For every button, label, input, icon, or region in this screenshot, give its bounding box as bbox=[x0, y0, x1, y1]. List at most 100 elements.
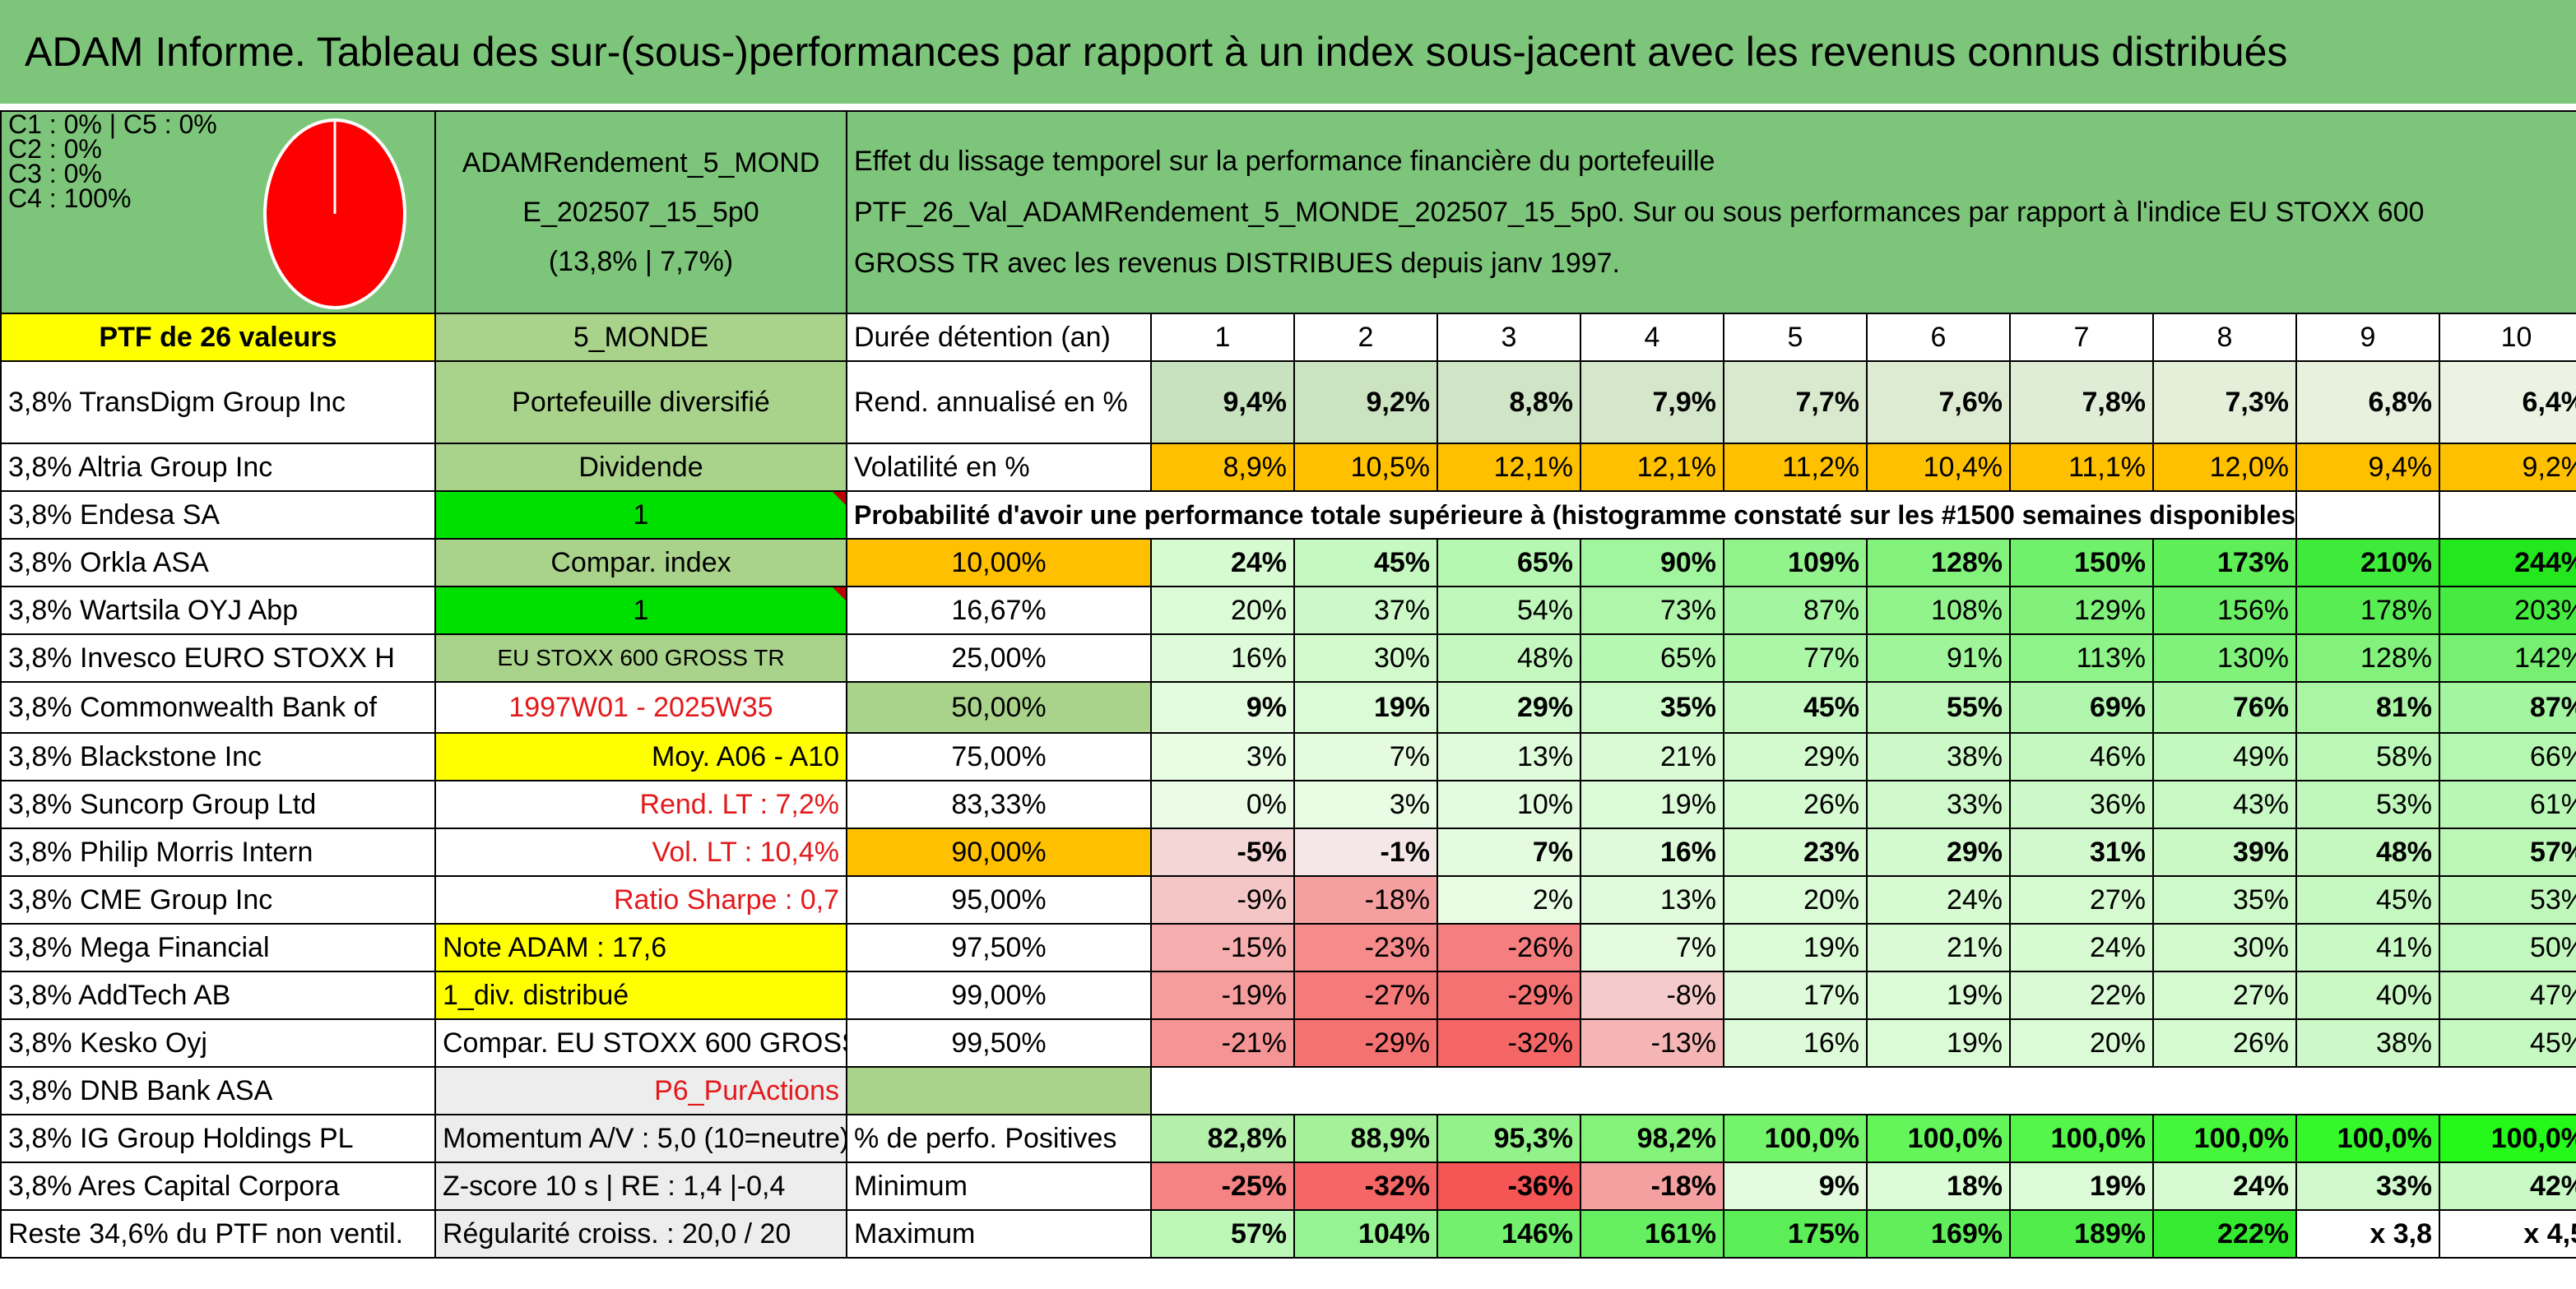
quantile-value: 36% bbox=[2009, 780, 2154, 829]
quantile-value: 20% bbox=[2009, 1018, 2154, 1068]
quantile-value: 27% bbox=[2009, 875, 2154, 925]
quantile-value: 37% bbox=[1293, 586, 1438, 635]
max-value: 169% bbox=[1866, 1209, 2011, 1259]
table-row: 3,8% IG Group Holdings PL Momentum A/V : … bbox=[0, 1114, 2576, 1163]
fund-name-cell: ADAMRendement_5_MOND E_202507_15_5p0 (13,8… bbox=[434, 110, 847, 314]
quantile-value: 29% bbox=[1866, 828, 2011, 877]
quantile-value: 19% bbox=[1293, 681, 1438, 734]
pos-value: 100,0% bbox=[2009, 1114, 2154, 1163]
portfolio-info: Dividende bbox=[434, 443, 847, 492]
vol-value: 12,1% bbox=[1437, 443, 1581, 492]
table-row: 3,8% TransDigm Group Inc Portefeuille div… bbox=[0, 360, 2576, 444]
quantile-value: 113% bbox=[2009, 633, 2154, 683]
quantile-label: 10,00% bbox=[846, 538, 1152, 587]
quantile-label: 16,67% bbox=[846, 586, 1152, 635]
quantile-value: 48% bbox=[2295, 828, 2440, 877]
quantile-value: 47% bbox=[2438, 971, 2576, 1020]
pos-value: 100,0% bbox=[2295, 1114, 2440, 1163]
quantile-value: 41% bbox=[2295, 923, 2440, 972]
min-value: 19% bbox=[2009, 1161, 2154, 1211]
pos-value: 100,0% bbox=[1723, 1114, 1868, 1163]
portfolio-info: Moy. A06 - A10 bbox=[434, 732, 847, 781]
rend-value: 8,8% bbox=[1437, 360, 1581, 444]
quantile-value: 19% bbox=[1580, 780, 1724, 829]
quantile-value: 65% bbox=[1437, 538, 1581, 587]
quantile-value: 30% bbox=[2152, 923, 2297, 972]
max-label: Maximum bbox=[846, 1209, 1152, 1259]
holding-name: 3,8% Philip Morris Intern bbox=[0, 828, 436, 877]
class-item: C4 : 100% bbox=[8, 183, 132, 213]
min-value: 18% bbox=[1866, 1161, 2011, 1211]
quantile-value: -29% bbox=[1437, 971, 1581, 1020]
table-row: 3,8% Endesa SA 1 Probabilité d'avoir une p… bbox=[0, 490, 2576, 540]
quantile-value: -21% bbox=[1150, 1018, 1295, 1068]
quantile-value: 27% bbox=[2152, 971, 2297, 1020]
portfolio-info: Compar. EU STOXX 600 GROSS TR bbox=[434, 1018, 847, 1068]
quantile-value: 109% bbox=[1723, 538, 1868, 587]
quantile-value: 17% bbox=[1723, 971, 1868, 1020]
holding-name: 3,8% TransDigm Group Inc bbox=[0, 360, 436, 444]
quantile-label: 50,00% bbox=[846, 681, 1152, 734]
year-header: 10 bbox=[2438, 313, 2576, 362]
max-value: 222% bbox=[2152, 1209, 2297, 1259]
min-value: 9% bbox=[1723, 1161, 1868, 1211]
quantile-value: 45% bbox=[2438, 1018, 2576, 1068]
ptf-header: PTF de 26 valeurs bbox=[0, 313, 436, 362]
quantile-value: 81% bbox=[2295, 681, 2440, 734]
quantile-value: 2% bbox=[1437, 875, 1581, 925]
vol-value: 9,4% bbox=[2295, 443, 2440, 492]
quantile-value: 31% bbox=[2009, 828, 2154, 877]
table-row: 3,8% Philip Morris Intern Vol. LT : 10,4%… bbox=[0, 828, 2576, 877]
proba-title: Probabilité d'avoir une performance tota… bbox=[846, 490, 2297, 540]
description-line2: PTF_26_Val_ADAMRendement_5_MONDE_202507_… bbox=[854, 197, 2425, 228]
vol-value: 11,1% bbox=[2009, 443, 2154, 492]
pos-value: 100,0% bbox=[2152, 1114, 2297, 1163]
holding-name: 3,8% Kesko Oyj bbox=[0, 1018, 436, 1068]
holding-name: 3,8% Orkla ASA bbox=[0, 538, 436, 587]
rend-value: 9,2% bbox=[1293, 360, 1438, 444]
quantile-value: 24% bbox=[1866, 875, 2011, 925]
description-line3: GROSS TR avec les revenus DISTRIBUES dep… bbox=[854, 248, 1620, 279]
portfolio-info: Régularité croiss. : 20,0 / 20 bbox=[434, 1209, 847, 1259]
quantile-value: 45% bbox=[1723, 681, 1868, 734]
max-value: x 3,8 bbox=[2295, 1209, 2440, 1259]
max-value: 161% bbox=[1580, 1209, 1724, 1259]
quantile-value: 29% bbox=[1437, 681, 1581, 734]
table-row: 3,8% Ares Capital Corpora Z-score 10 s | … bbox=[0, 1161, 2576, 1211]
empty-cell bbox=[2438, 490, 2576, 540]
quantile-value: -27% bbox=[1293, 971, 1438, 1020]
quantile-value: 20% bbox=[1723, 875, 1868, 925]
portfolio-info: P6_PurActions bbox=[434, 1066, 847, 1115]
portfolio-info: Compar. index bbox=[434, 538, 847, 587]
year-header: 9 bbox=[2295, 313, 2440, 362]
pos-label: % de perfo. Positives bbox=[846, 1114, 1152, 1163]
quantile-value: 16% bbox=[1723, 1018, 1868, 1068]
table-row: 3,8% Blackstone Inc Moy. A06 - A10 75,00% 3… bbox=[0, 732, 2576, 781]
holding-name: 3,8% Blackstone Inc bbox=[0, 732, 436, 781]
quantile-value: 35% bbox=[2152, 875, 2297, 925]
min-label: Minimum bbox=[846, 1161, 1152, 1211]
portfolio-info: 1_div. distribué bbox=[434, 971, 847, 1020]
table-row: 3,8% Invesco EURO STOXX H EU STOXX 600 GR… bbox=[0, 633, 2576, 683]
portfolio-info: EU STOXX 600 GROSS TR bbox=[434, 633, 847, 683]
quantile-value: -15% bbox=[1150, 923, 1295, 972]
min-value: -36% bbox=[1437, 1161, 1581, 1211]
vol-value: 9,2% bbox=[2438, 443, 2576, 492]
quantile-value: 33% bbox=[1866, 780, 2011, 829]
quantile-value: 21% bbox=[1866, 923, 2011, 972]
vol-value: 8,9% bbox=[1150, 443, 1295, 492]
quantile-label: 99,50% bbox=[846, 1018, 1152, 1068]
quantile-value: 55% bbox=[1866, 681, 2011, 734]
table-row: 3,8% DNB Bank ASA P6_PurActions bbox=[0, 1066, 2576, 1115]
quantile-value: 173% bbox=[2152, 538, 2297, 587]
holding-name: 3,8% Invesco EURO STOXX H bbox=[0, 633, 436, 683]
year-header: 5 bbox=[1723, 313, 1868, 362]
vol-value: 10,5% bbox=[1293, 443, 1438, 492]
portfolio-info: Portefeuille diversifié bbox=[434, 360, 847, 444]
portfolio-info: Note ADAM : 17,6 bbox=[434, 923, 847, 972]
quantile-value: 19% bbox=[1723, 923, 1868, 972]
quantile-value: -19% bbox=[1150, 971, 1295, 1020]
quantile-value: 54% bbox=[1437, 586, 1581, 635]
quantile-value: 23% bbox=[1723, 828, 1868, 877]
pos-value: 100,0% bbox=[1866, 1114, 2011, 1163]
